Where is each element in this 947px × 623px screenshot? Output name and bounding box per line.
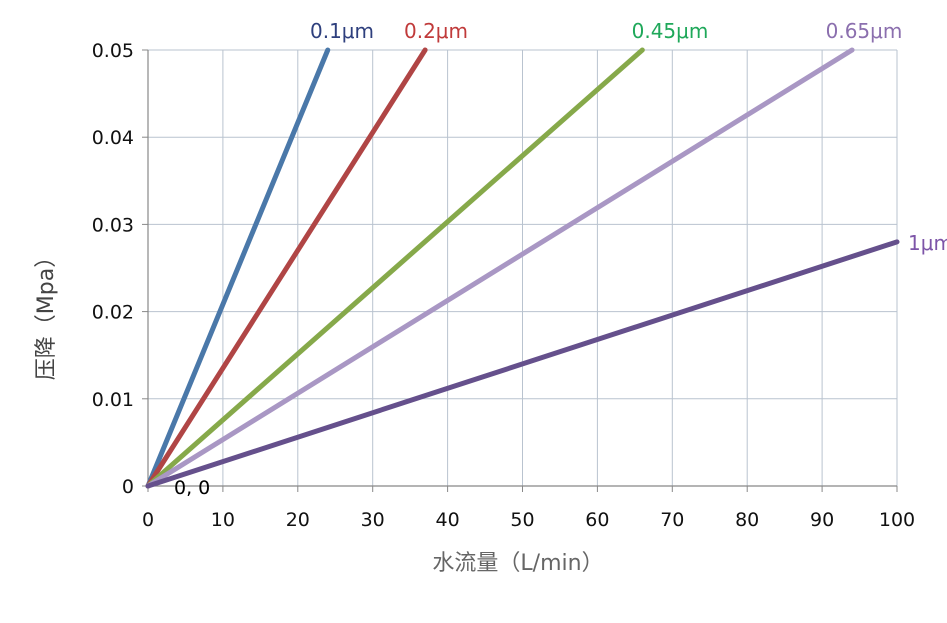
series-line-3 xyxy=(145,47,855,489)
x-tick-label: 0 xyxy=(142,509,154,531)
series-label-1: 0.2μm xyxy=(404,19,468,43)
x-tick-labels: 0 10 20 30 40 50 60 70 80 90 100 xyxy=(142,509,915,531)
series-label-2: 0.45μm xyxy=(632,19,709,43)
series-label-0: 0.1μm xyxy=(310,19,374,43)
x-tick-label: 80 xyxy=(735,509,759,531)
y-tick-label: 0 xyxy=(122,476,134,498)
grid-lines xyxy=(148,49,898,486)
x-tick-label: 20 xyxy=(286,509,310,531)
y-axis-title: 压降（Mpa） xyxy=(34,246,59,380)
series-line-4 xyxy=(145,239,900,489)
x-tick-label: 30 xyxy=(361,509,385,531)
y-tick-label: 0.01 xyxy=(92,389,134,411)
series-line-2 xyxy=(145,47,645,489)
series-label-3: 0.65μm xyxy=(826,19,903,43)
axes xyxy=(142,49,898,492)
x-tick-label: 70 xyxy=(660,509,684,531)
x-axis-title: 水流量（L/min） xyxy=(432,551,603,576)
y-tick-labels: 0 0.01 0.02 0.03 0.04 0.05 xyxy=(92,40,134,498)
origin-annotation: 0, 0 xyxy=(174,477,210,499)
x-tick-label: 90 xyxy=(810,509,834,531)
x-tick-label: 10 xyxy=(211,509,235,531)
x-tick-label: 40 xyxy=(436,509,460,531)
y-tick-label: 0.04 xyxy=(92,127,134,149)
series-lines xyxy=(145,47,900,489)
x-tick-label: 100 xyxy=(879,509,915,531)
x-tick-label: 50 xyxy=(510,509,534,531)
y-tick-label: 0.02 xyxy=(92,302,134,324)
y-tick-label: 0.03 xyxy=(92,214,134,236)
y-tick-label: 0.05 xyxy=(92,40,134,62)
x-tick-label: 60 xyxy=(585,509,609,531)
series-line-0 xyxy=(145,47,331,489)
series-labels: 0.1μm 0.2μm 0.45μm 0.65μm 1μm xyxy=(310,19,947,255)
series-line-1 xyxy=(145,47,428,489)
series-label-4: 1μm xyxy=(908,231,947,255)
